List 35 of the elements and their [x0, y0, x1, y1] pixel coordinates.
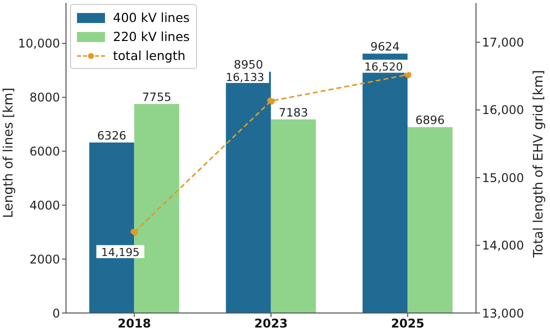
data-label: 6896 [415, 113, 445, 128]
data-label: 6326 [97, 128, 126, 142]
y2-tick-label: 13,000 [482, 306, 524, 320]
data-label: 14,195 [101, 246, 140, 260]
y-axis-title: Length of lines [km] [2, 88, 17, 218]
y2-axis-title: Total length of EHV grid [km] [532, 70, 547, 259]
x-tick-label: 2018 [118, 316, 152, 331]
y-tick-label: 8000 [29, 90, 60, 105]
y-tick-label: 6000 [29, 144, 60, 159]
bar [226, 72, 271, 313]
y-tick-label: 2000 [29, 252, 60, 266]
data-label: 9624 [370, 40, 400, 54]
y2-tick-label: 16,000 [482, 103, 524, 118]
data-label: 16,520 [364, 60, 403, 74]
legend-label: 220 kV lines [113, 28, 190, 46]
bar [362, 54, 408, 313]
data-label: 8950 [234, 58, 264, 72]
x-tick-label: 2023 [254, 316, 288, 331]
bar [270, 119, 316, 313]
data-label: 16,133 [226, 70, 264, 84]
y2-tick-label: 17,000 [482, 36, 524, 50]
y-tick-label: 0 [52, 306, 60, 320]
point [267, 97, 275, 105]
data-label: 7183 [278, 105, 308, 120]
y-tick-label: 10,000 [18, 36, 60, 51]
data-label: 7755 [142, 90, 172, 104]
legend-label: total length [113, 47, 186, 65]
y2-tick-label: 15,000 [482, 170, 524, 185]
point [130, 228, 138, 236]
point [404, 70, 412, 78]
bar [408, 127, 453, 313]
y-tick-label: 4000 [29, 198, 60, 212]
y2-tick-label: 14,000 [482, 238, 524, 253]
x-tick-label: 2025 [390, 316, 424, 331]
legend-label: 400 kV lines [113, 9, 190, 27]
